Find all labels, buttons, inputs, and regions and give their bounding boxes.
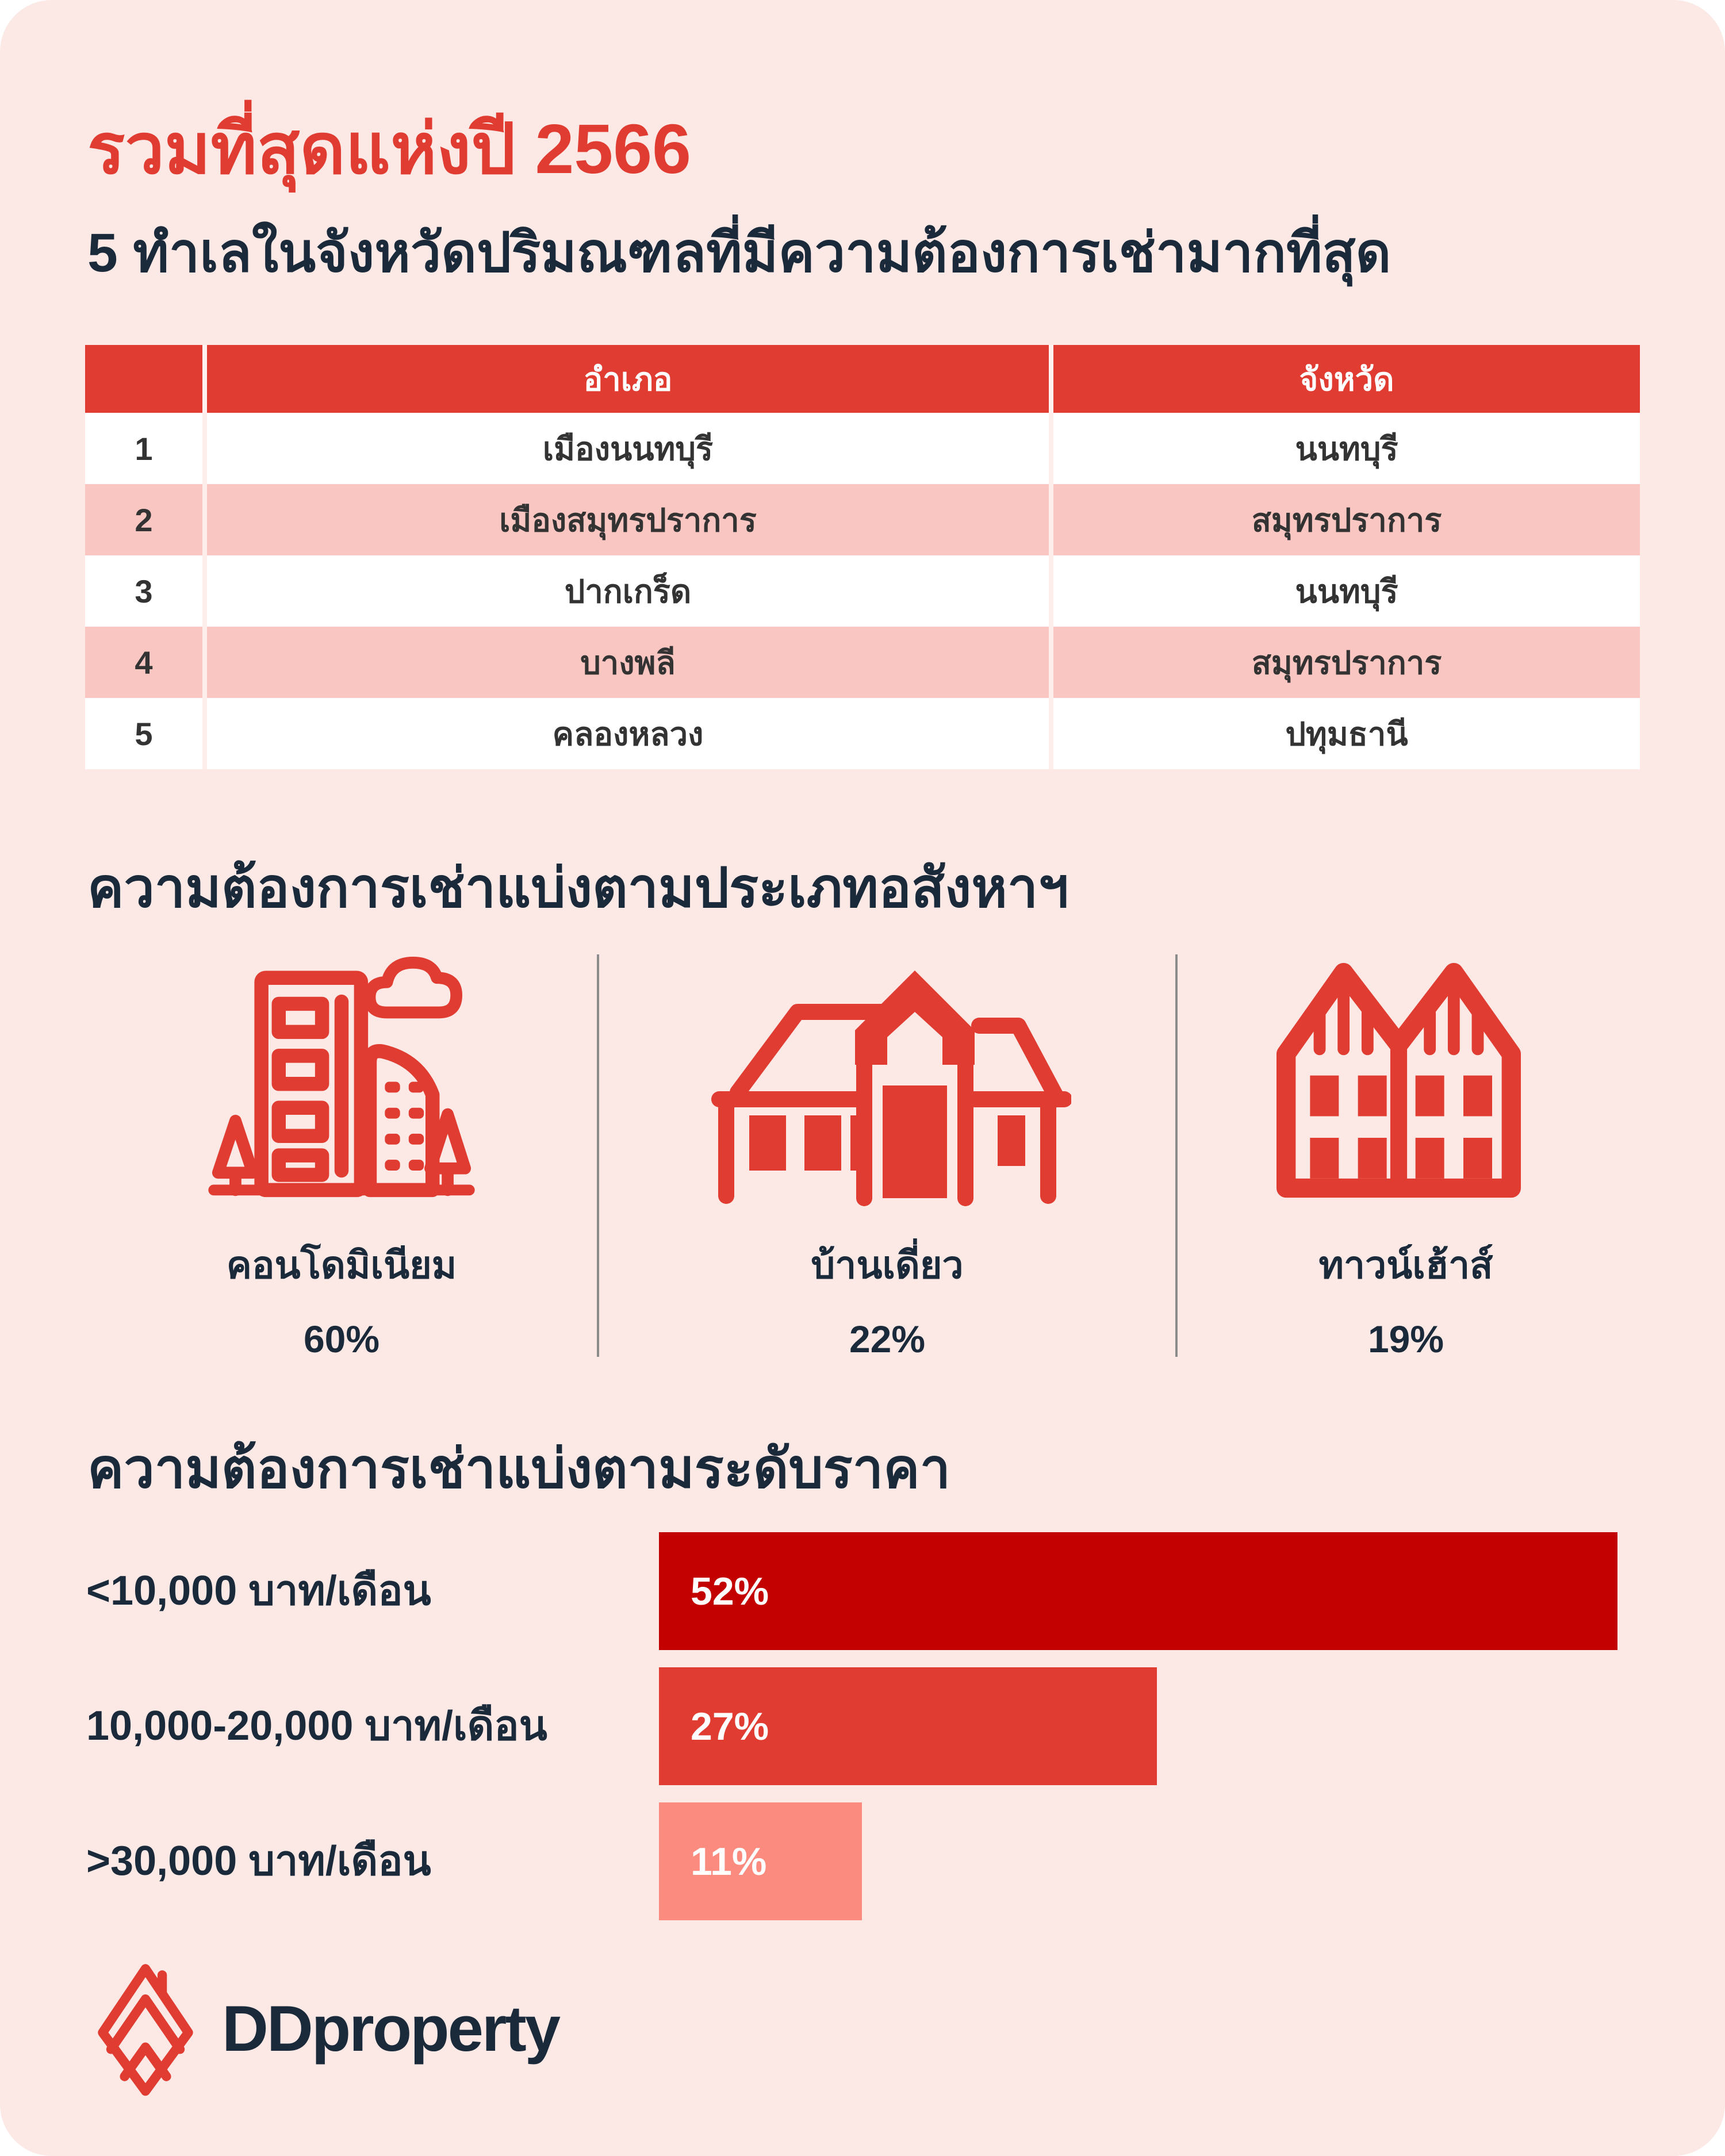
- icon-box: [1262, 937, 1550, 1207]
- table-row: 4 บางพลี สมุทรปราการ: [85, 627, 1640, 698]
- table-body: 1 เมืองนนทบุรี นนทบุรี 2 เมืองสมุทรปรากา…: [85, 413, 1640, 769]
- rank-cell: 5: [85, 698, 207, 769]
- table-header-row: อำเภอ จังหวัด: [85, 345, 1640, 413]
- district-cell: เมืองสมุทรปราการ: [207, 484, 1053, 555]
- type-label: ทาวน์เฮ้าส์: [1318, 1244, 1493, 1286]
- table-row: 3 ปากเกร็ด นนทบุรี: [85, 555, 1640, 627]
- ddproperty-logo-icon: [98, 1964, 193, 2096]
- condominium-icon: [208, 957, 475, 1198]
- type-value: 19%: [1367, 1318, 1444, 1360]
- bar: 52%: [659, 1532, 1617, 1650]
- price-bar-chart: <10,000 บาท/เดือน 52% 10,000-20,000 บาท/…: [86, 1532, 1639, 1938]
- rank-cell: 4: [85, 627, 207, 698]
- icon-box: [201, 937, 482, 1207]
- detached-house-icon: [711, 970, 1071, 1206]
- vertical-divider: [597, 954, 599, 1357]
- rank-cell: 1: [85, 413, 207, 484]
- bar-value: 27%: [691, 1704, 769, 1748]
- property-type-row: คอนโดมิเนียม 60%: [86, 937, 1639, 1386]
- vertical-divider: [1175, 954, 1178, 1357]
- type-label: บ้านเดี่ยว: [811, 1244, 964, 1286]
- province-cell: นนทบุรี: [1295, 573, 1398, 609]
- icon-box: [703, 937, 1071, 1207]
- property-type-item-detached-house: บ้านเดี่ยว 22%: [599, 937, 1175, 1361]
- section-heading-property-type: ความต้องการเช่าแบ่งตามประเภทอสังหาฯ: [87, 858, 1069, 919]
- type-value: 60%: [303, 1318, 380, 1360]
- bar-value: 11%: [691, 1839, 767, 1883]
- district-cell: บางพลี: [207, 627, 1053, 698]
- bar-row: <10,000 บาท/เดือน 52%: [86, 1532, 1639, 1650]
- bar-row: 10,000-20,000 บาท/เดือน 27%: [86, 1667, 1639, 1785]
- section-heading-price-level: ความต้องการเช่าแบ่งตามระดับราคา: [87, 1438, 951, 1499]
- rank-cell: 2: [85, 484, 207, 555]
- district-cell: เมืองนนทบุรี: [207, 413, 1053, 484]
- rank-cell: 3: [85, 555, 207, 627]
- type-value: 22%: [849, 1318, 926, 1360]
- district-cell: ปากเกร็ด: [207, 555, 1053, 627]
- bar-row: >30,000 บาท/เดือน 11%: [86, 1802, 1639, 1920]
- brand-wordmark: DDproperty: [222, 1992, 561, 2065]
- rankings-table: อำเภอ จังหวัด 1 เมืองนนทบุรี นนทบุรี 2 เ…: [85, 345, 1640, 769]
- bar-label: 10,000-20,000 บาท/เดือน: [86, 1703, 547, 1750]
- header-cell-district: อำเภอ: [207, 345, 1053, 413]
- table-row: 1 เมืองนนทบุรี นนทบุรี: [85, 413, 1640, 484]
- page-title: รวมที่สุดแห่งปี 2566: [87, 110, 691, 188]
- table-row: 5 คลองหลวง ปทุมธานี: [85, 698, 1640, 769]
- header-cell-province: จังหวัด: [1299, 360, 1394, 397]
- bar-label: >30,000 บาท/เดือน: [86, 1838, 431, 1885]
- property-type-item-townhouse: ทาวน์เฮ้าส์ 19%: [1178, 937, 1634, 1361]
- province-cell: สมุทรปราการ: [1251, 501, 1442, 538]
- district-cell: คลองหลวง: [207, 698, 1053, 769]
- property-type-item-condominium: คอนโดมิเนียม 60%: [86, 937, 597, 1361]
- header-cell-rank: [85, 345, 207, 413]
- province-cell: ปทุมธานี: [1285, 715, 1408, 752]
- brand-logo: DDproperty: [93, 1959, 561, 2097]
- type-label: คอนโดมิเนียม: [226, 1244, 457, 1286]
- bar: 27%: [659, 1667, 1157, 1785]
- bar-label: <10,000 บาท/เดือน: [86, 1568, 431, 1614]
- province-cell: นนทบุรี: [1295, 430, 1398, 467]
- table-row: 2 เมืองสมุทรปราการ สมุทรปราการ: [85, 484, 1640, 555]
- townhouse-icon: [1276, 962, 1521, 1198]
- page-subtitle: 5 ทำเลในจังหวัดปริมณฑลที่มีความต้องการเช…: [87, 222, 1392, 283]
- province-cell: สมุทรปราการ: [1251, 644, 1442, 681]
- bar: 11%: [659, 1802, 862, 1920]
- bar-value: 52%: [691, 1569, 769, 1613]
